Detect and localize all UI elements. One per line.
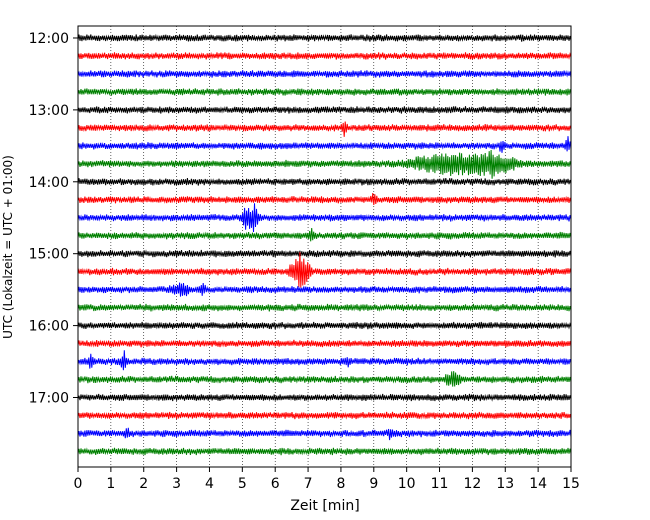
trace-line (77, 227, 572, 242)
x-tick-label: 15 (562, 476, 580, 492)
trace-line (77, 178, 572, 186)
y-tick-label: 17:00 (29, 390, 69, 406)
plot-frame (77, 25, 572, 468)
trace-line (77, 339, 572, 348)
x-tick-label: 8 (336, 476, 345, 492)
y-axis-ticks: 12:00 13:00 14:00 15:00 16:00 17:00 (29, 31, 78, 406)
trace-line (77, 303, 572, 312)
trace-line (77, 136, 572, 153)
x-tick-label: 6 (271, 476, 280, 492)
x-tick-label: 5 (238, 476, 247, 492)
trace-line (77, 249, 572, 258)
trace-series-group (77, 33, 572, 456)
x-tick-label: 2 (139, 476, 148, 492)
x-axis-label: Zeit [min] (290, 498, 359, 514)
trace-line (77, 51, 572, 61)
trace-line (77, 447, 572, 456)
x-tick-label: 10 (398, 476, 416, 492)
trace-line (77, 411, 572, 420)
trace-line (77, 321, 572, 330)
trace-line (77, 282, 572, 297)
x-tick-label: 0 (74, 476, 83, 492)
y-axis-label: UTC (Lokalzeit = UTC + 01:00) (1, 155, 15, 339)
trace-line (77, 105, 572, 114)
trace-line (77, 193, 572, 205)
trace-line (77, 203, 572, 233)
x-tick-label: 11 (431, 476, 449, 492)
trace-line (77, 427, 572, 441)
trace-line (77, 371, 572, 387)
y-tick-label: 14:00 (29, 175, 69, 191)
x-tick-label: 7 (304, 476, 313, 492)
x-tick-label: 1 (106, 476, 115, 492)
y-tick-label: 15:00 (29, 247, 69, 263)
y-tick-label: 16:00 (29, 319, 69, 335)
x-tick-label: 13 (496, 476, 514, 492)
x-tick-label: 9 (369, 476, 378, 492)
trace-line (77, 121, 572, 137)
y-tick-label: 13:00 (29, 103, 69, 119)
trace-line (77, 350, 572, 371)
x-tick-label: 3 (172, 476, 181, 492)
trace-line (77, 252, 572, 288)
trace-line (77, 149, 572, 179)
x-tick-label: 4 (205, 476, 214, 492)
x-tick-label: 14 (529, 476, 547, 492)
y-tick-label: 12:00 (29, 31, 69, 47)
x-tick-label: 12 (463, 476, 481, 492)
trace-line (77, 393, 572, 402)
trace-line (77, 87, 572, 96)
trace-line (77, 33, 572, 42)
trace-line (77, 69, 572, 78)
x-axis-ticks: 0 1 2 3 4 5 6 7 8 9 10 11 12 13 14 15 (74, 467, 580, 492)
